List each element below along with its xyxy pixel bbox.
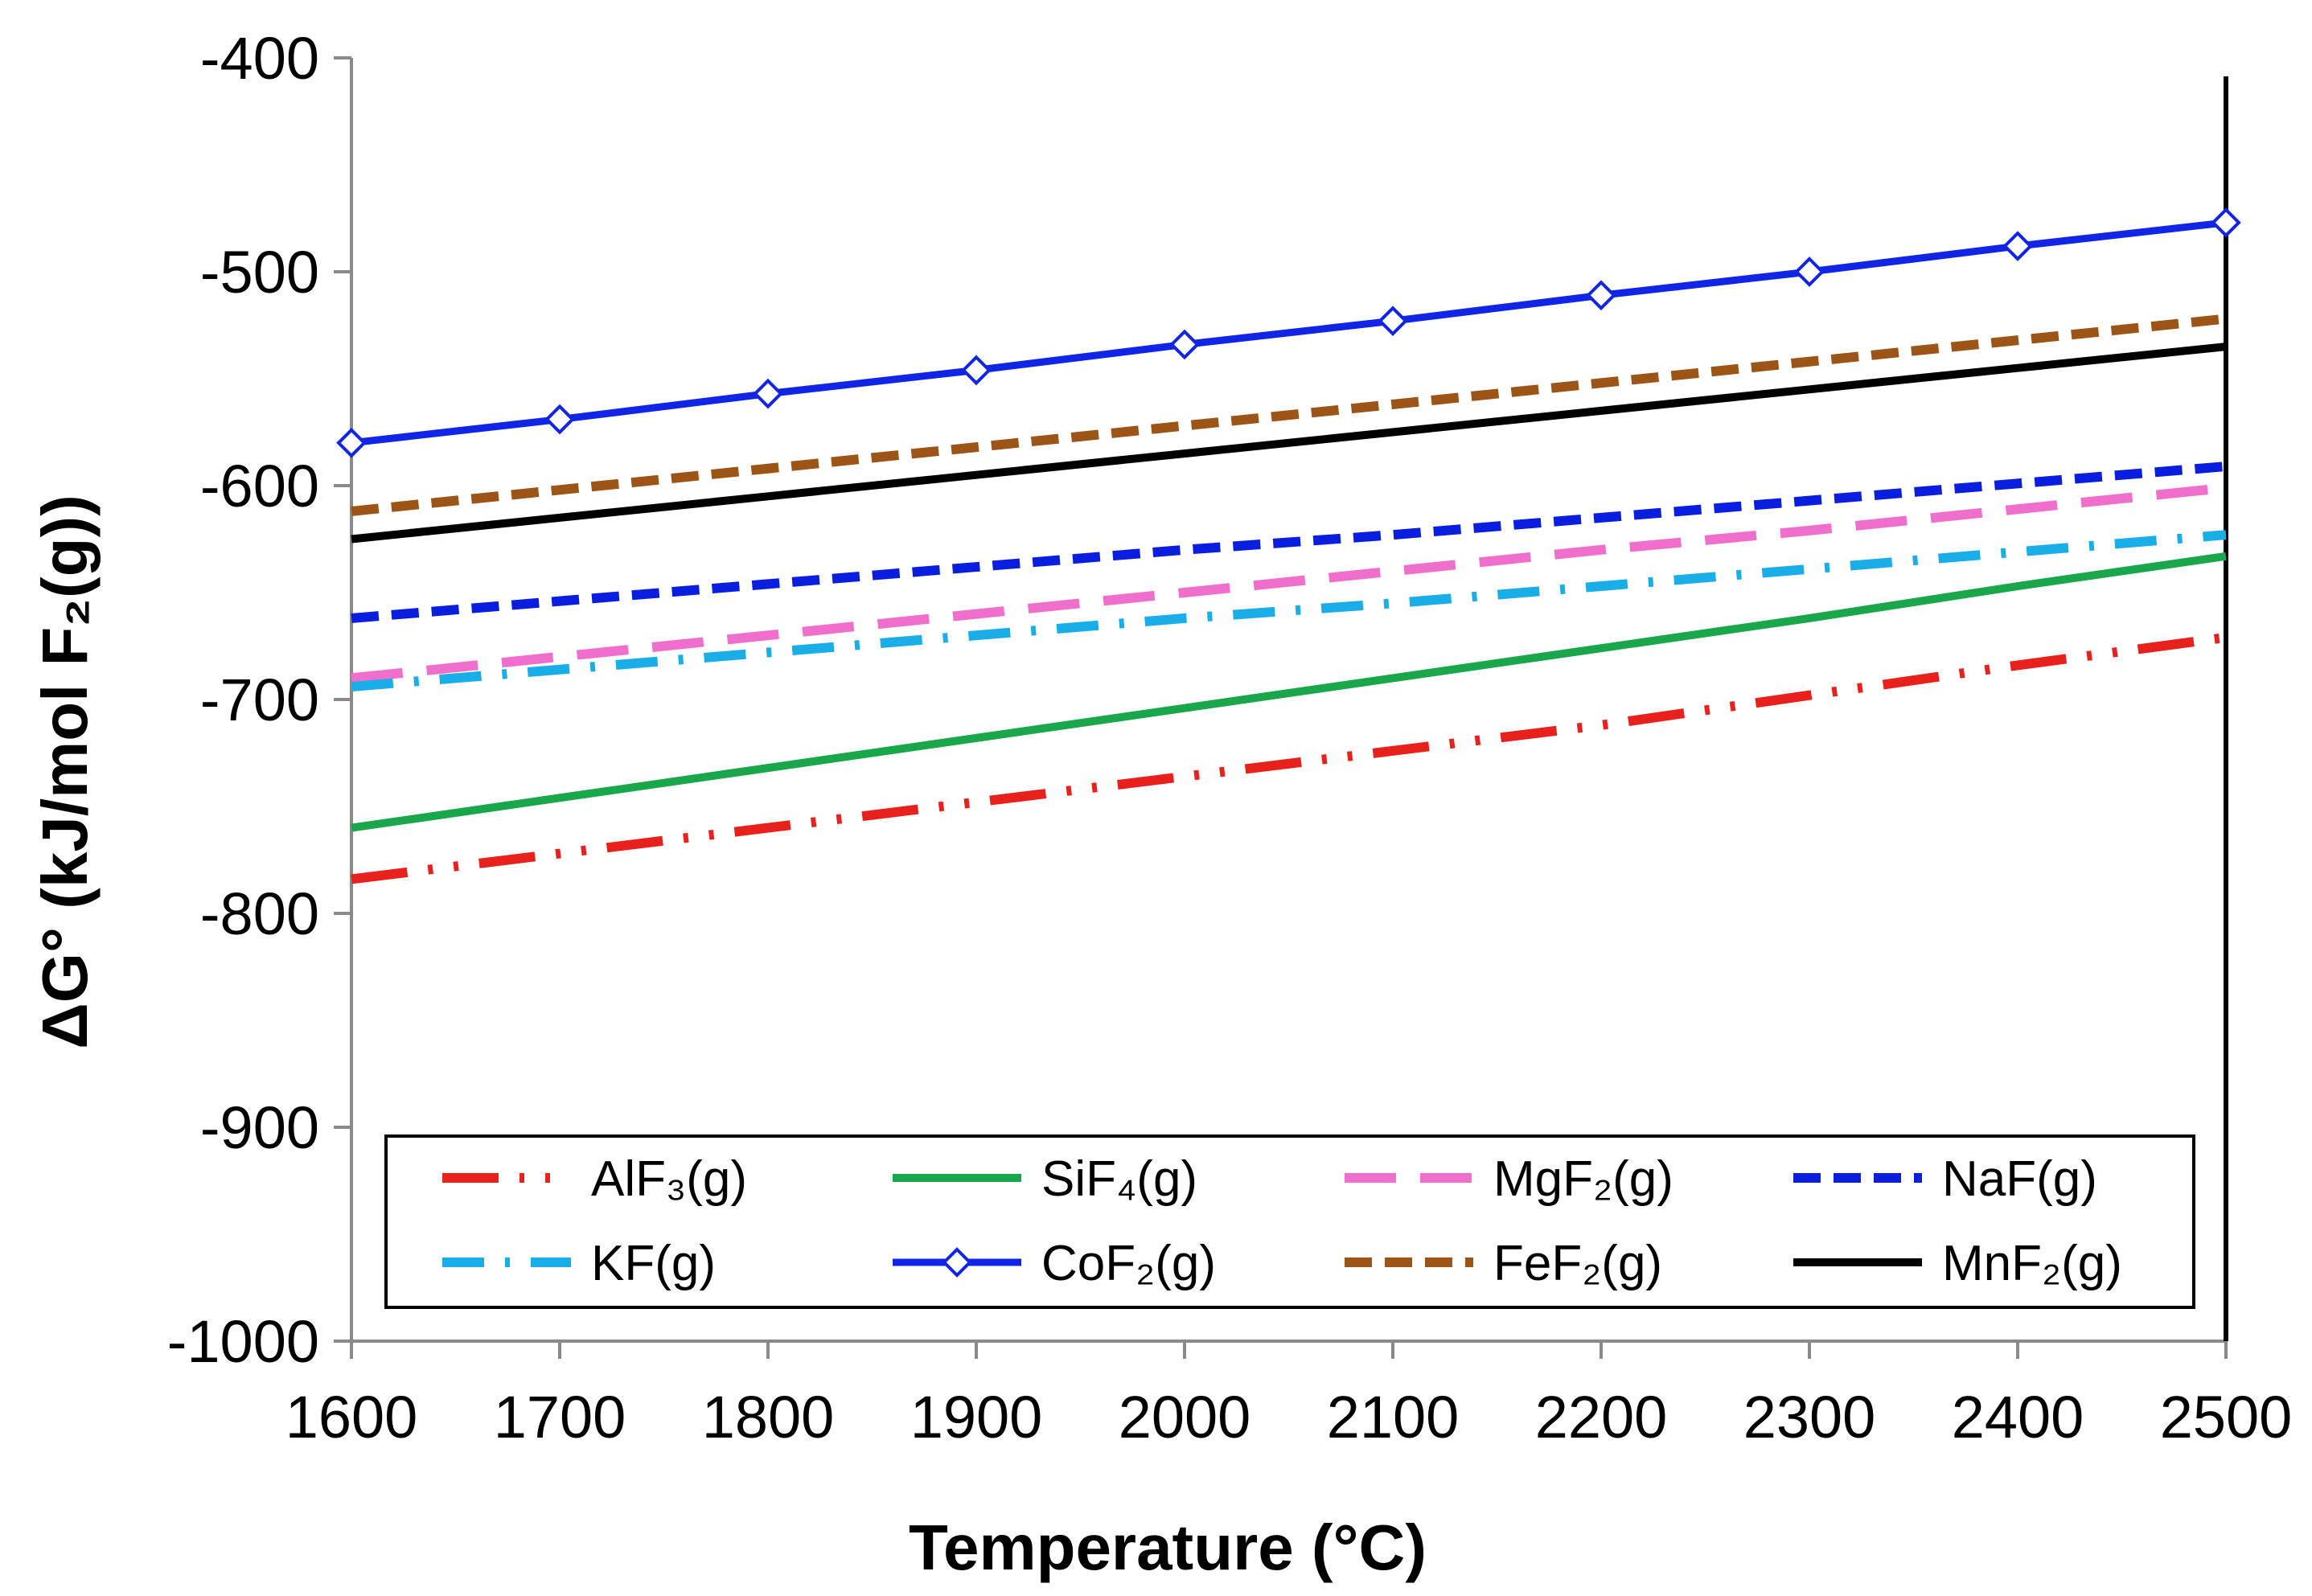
data-point-marker: [753, 378, 783, 409]
y-tick-label: -700: [200, 667, 319, 733]
series-4: [351, 530, 2227, 692]
x-tick-label: 1900: [910, 1384, 1043, 1450]
legend-label: MnF₂(g): [1942, 1236, 2122, 1291]
series-line: [351, 462, 2227, 623]
series-line: [351, 219, 2227, 447]
series-1: [351, 552, 2227, 832]
legend-label: FeF₂(g): [1493, 1236, 1662, 1291]
x-tick-label: 1700: [494, 1384, 626, 1450]
series-line: [351, 552, 2227, 832]
data-point-marker: [544, 404, 575, 435]
x-tick-label: 1800: [702, 1384, 835, 1450]
legend-box: [384, 1134, 2195, 1309]
data-point-marker: [1378, 306, 1408, 337]
data-point-marker: [336, 427, 367, 458]
series-6: [351, 314, 2227, 516]
legend-label: AlF₃(g): [591, 1151, 747, 1207]
y-tick-label: -900: [200, 1094, 319, 1161]
legend-label: SiF₄(g): [1041, 1151, 1197, 1207]
legend-label: MgF₂(g): [1493, 1151, 1673, 1207]
y-tick-label: -800: [200, 880, 319, 947]
series-0: [351, 632, 2227, 884]
series-line: [351, 343, 2227, 544]
data-point-marker: [2002, 231, 2033, 261]
series-3: [351, 462, 2227, 623]
data-point-marker: [2211, 207, 2241, 238]
legend-label: NaF(g): [1942, 1151, 2097, 1207]
x-tick-label: 2300: [1743, 1384, 1876, 1450]
legend-label: KF(g): [591, 1236, 716, 1291]
legend-item: AlF₃(g): [442, 1151, 747, 1207]
legend-item: KF(g): [442, 1236, 716, 1291]
y-tick-group: -400 -500 -600 -700 -800 -900 -1000: [167, 25, 351, 1375]
legend-item: FeF₂(g): [1345, 1236, 1662, 1291]
legend-item: CoF₂(g): [893, 1236, 1216, 1291]
y-tick-label: -1000: [167, 1308, 319, 1375]
legend: AlF₃(g) SiF₄(g) MgF₂(g) NaF(g) KF(g) CoF₂(g) F…: [384, 1134, 2195, 1309]
legend-diamond-marker: [942, 1247, 972, 1278]
x-tick-label: 2100: [1327, 1384, 1460, 1450]
x-tick-label: 2200: [1535, 1384, 1668, 1450]
series-7: [351, 343, 2227, 544]
y-tick-label: -600: [200, 453, 319, 519]
x-axis-title: Temperature (°C): [909, 1512, 1427, 1583]
x-tick-label: 2500: [2160, 1384, 2293, 1450]
data-point-marker: [1169, 329, 1200, 360]
x-tick-label: 2400: [1952, 1384, 2084, 1450]
y-tick-label: -400: [200, 25, 319, 92]
data-point-marker: [1586, 280, 1616, 311]
legend-item: SiF₄(g): [893, 1151, 1197, 1207]
series-2: [351, 482, 2227, 683]
legend-item: MgF₂(g): [1345, 1151, 1673, 1207]
data-point-marker: [1794, 256, 1825, 287]
series-line: [351, 314, 2227, 516]
series-line: [351, 482, 2227, 683]
series-line: [351, 632, 2227, 884]
x-tick-label: 1600: [285, 1384, 418, 1450]
series-line: [351, 530, 2227, 692]
series-layer: [336, 207, 2241, 884]
y-axis-title: ΔG° (kJ/mol F₂(g)): [29, 494, 101, 1048]
series-5: [336, 207, 2241, 458]
legend-item: MnF₂(g): [1793, 1236, 2122, 1291]
legend-label: CoF₂(g): [1041, 1236, 1216, 1291]
x-tick-group: 1600 1700 1800 1900 2000 2100 2200 2300 2400 2500: [285, 1341, 2293, 1450]
data-point-marker: [961, 355, 992, 386]
legend-item: NaF(g): [1793, 1151, 2097, 1207]
x-tick-label: 2000: [1119, 1384, 1251, 1450]
y-tick-label: -500: [200, 239, 319, 306]
